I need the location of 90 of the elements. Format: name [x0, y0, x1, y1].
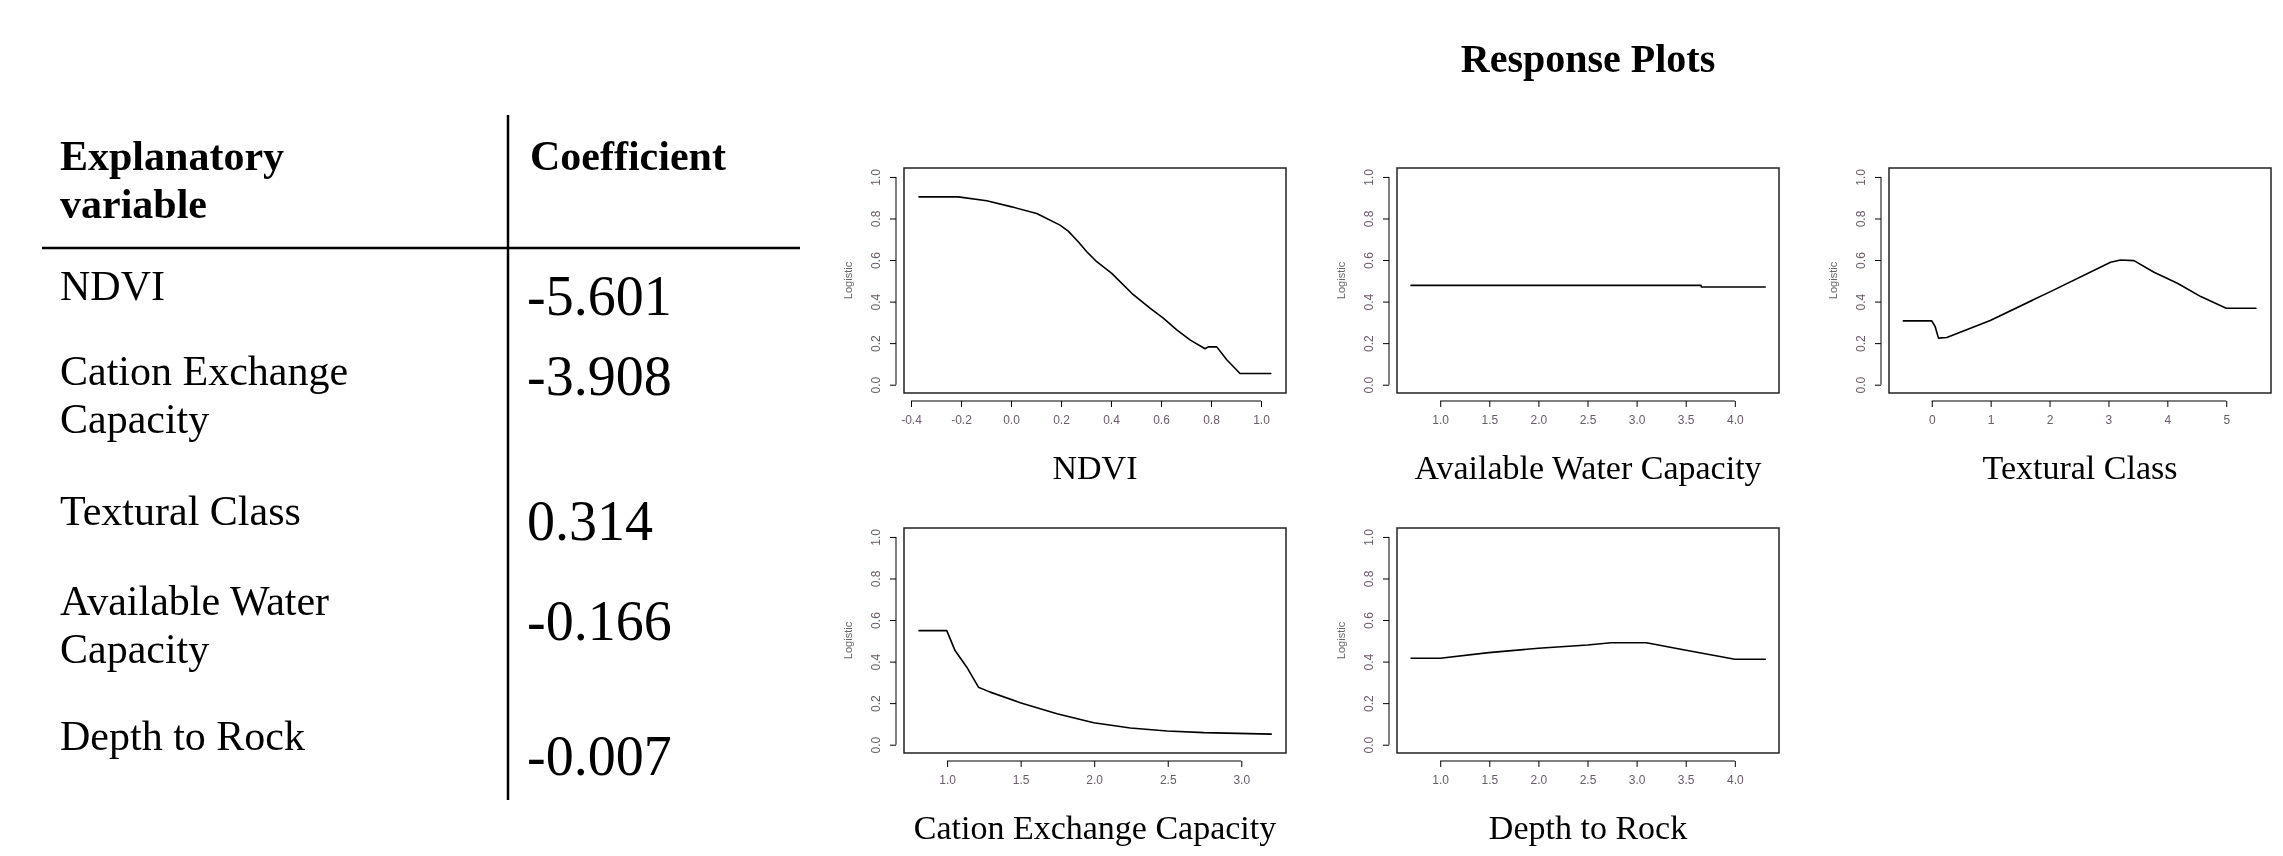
y-tick-label: 1.0: [869, 528, 883, 546]
y-axis-title: Logistic: [842, 621, 854, 660]
data-label: -0.007: [527, 725, 672, 787]
y-tick-label: 0.8: [1854, 210, 1868, 228]
x-tick-label: 4: [2164, 413, 2172, 428]
data-label: -5.601: [527, 265, 672, 327]
y-tick-label: 0.0: [1362, 736, 1376, 754]
y-tick-label: 0.8: [869, 570, 883, 588]
line-series: [1410, 641, 1767, 661]
y-tick-label: 0.8: [1362, 210, 1376, 228]
category-label: Textural Class: [60, 488, 301, 534]
y-tick-label: 0.0: [869, 736, 883, 754]
x-tick-label: 5: [2223, 413, 2231, 428]
y-axis-title: Logistic: [1335, 261, 1347, 300]
y-axis-title: Logistic: [1827, 261, 1839, 300]
y-axis-title: Logistic: [842, 261, 854, 300]
x-tick-label: 0.0: [1003, 413, 1021, 428]
y-tick-label: 0.2: [1362, 694, 1376, 712]
line-series: [918, 629, 1273, 735]
x-tick-label: 0.8: [1203, 413, 1221, 428]
x-tick-label: 1.5: [1481, 773, 1499, 788]
data-label: -0.166: [527, 590, 672, 652]
x-axis-title: Depth to Rock: [1488, 809, 1688, 846]
y-tick-label: 1.0: [1854, 168, 1868, 186]
x-tick-label: 3.5: [1677, 773, 1695, 788]
x-tick-label: 2.0: [1530, 413, 1548, 428]
y-tick-label: 1.0: [1362, 168, 1376, 186]
x-tick-label: -0.4: [901, 413, 923, 428]
y-tick-label: 0.2: [1362, 334, 1376, 352]
x-tick-label: 2.5: [1579, 413, 1597, 428]
x-tick-label: 3.0: [1628, 773, 1646, 788]
y-tick-label: 0.4: [869, 653, 883, 671]
x-axis-title: Available Water Capacity: [1414, 449, 1762, 486]
y-tick-label: 0.4: [1362, 653, 1376, 671]
y-tick-label: 1.0: [1362, 528, 1376, 546]
x-tick-label: 2.5: [1159, 773, 1177, 788]
x-tick-label: 0.4: [1103, 413, 1121, 428]
chart-title: Response Plots: [1460, 36, 1716, 81]
y-tick-label: 0.2: [1854, 334, 1868, 352]
y-tick-label: 0.6: [1362, 611, 1376, 629]
x-tick-label: 2.5: [1579, 773, 1597, 788]
x-tick-label: 4.0: [1726, 413, 1744, 428]
category-label: Cation Exchange Capacity: [60, 348, 349, 443]
y-axis-title: Logistic: [1335, 621, 1347, 660]
x-tick-label: 1.5: [1481, 413, 1499, 428]
x-tick-label: 2.0: [1086, 773, 1104, 788]
y-tick-label: 0.6: [1362, 251, 1376, 269]
y-tick-label: 0.0: [869, 376, 883, 394]
y-tick-label: 0.4: [869, 293, 883, 311]
y-tick-label: 0.6: [1854, 251, 1868, 269]
y-tick-label: 1.0: [869, 168, 883, 186]
x-tick-label: 1.0: [939, 773, 957, 788]
data-label: 0.314: [527, 490, 653, 552]
y-tick-label: 0.2: [869, 334, 883, 352]
y-tick-label: 0.8: [869, 210, 883, 228]
x-tick-label: 1.5: [1012, 773, 1030, 788]
x-tick-label: 2.0: [1530, 773, 1548, 788]
y-tick-label: 0.4: [1362, 293, 1376, 311]
x-tick-label: 0: [1928, 413, 1936, 428]
x-tick-label: 1.0: [1432, 773, 1450, 788]
y-tick-label: 0.6: [869, 251, 883, 269]
x-tick-label: 3.5: [1677, 413, 1695, 428]
x-tick-label: 0.2: [1053, 413, 1071, 428]
x-tick-label: -0.2: [951, 413, 973, 428]
y-tick-label: 0.0: [1854, 376, 1868, 394]
line-series: [1902, 259, 2257, 339]
x-tick-label: 4.0: [1726, 773, 1744, 788]
category-label: Available Water Capacity: [60, 578, 330, 673]
text: Explanatory variable: [60, 133, 285, 228]
category-label: NDVI: [60, 263, 165, 309]
text: Coefficient: [530, 133, 726, 179]
x-tick-label: 1.0: [1432, 413, 1450, 428]
y-tick-label: 0.0: [1362, 376, 1376, 394]
y-tick-label: 0.6: [869, 611, 883, 629]
x-tick-label: 1: [1987, 413, 1995, 428]
category-label: Depth to Rock: [60, 713, 305, 759]
x-tick-label: 2: [2046, 413, 2054, 428]
x-tick-label: 1.0: [1253, 413, 1271, 428]
x-tick-label: 3.0: [1233, 773, 1251, 788]
x-tick-label: 3.0: [1628, 413, 1646, 428]
x-tick-label: 3: [2105, 413, 2113, 428]
data-label: -3.908: [527, 345, 672, 407]
y-tick-label: 0.2: [869, 694, 883, 712]
y-tick-label: 0.4: [1854, 293, 1868, 311]
x-axis-title: Textural Class: [1982, 449, 2178, 486]
x-axis-title: Cation Exchange Capacity: [913, 809, 1277, 846]
x-tick-label: 0.6: [1153, 413, 1171, 428]
y-tick-label: 0.8: [1362, 570, 1376, 588]
x-axis-title: NDVI: [1052, 449, 1138, 486]
line-series: [918, 196, 1272, 375]
